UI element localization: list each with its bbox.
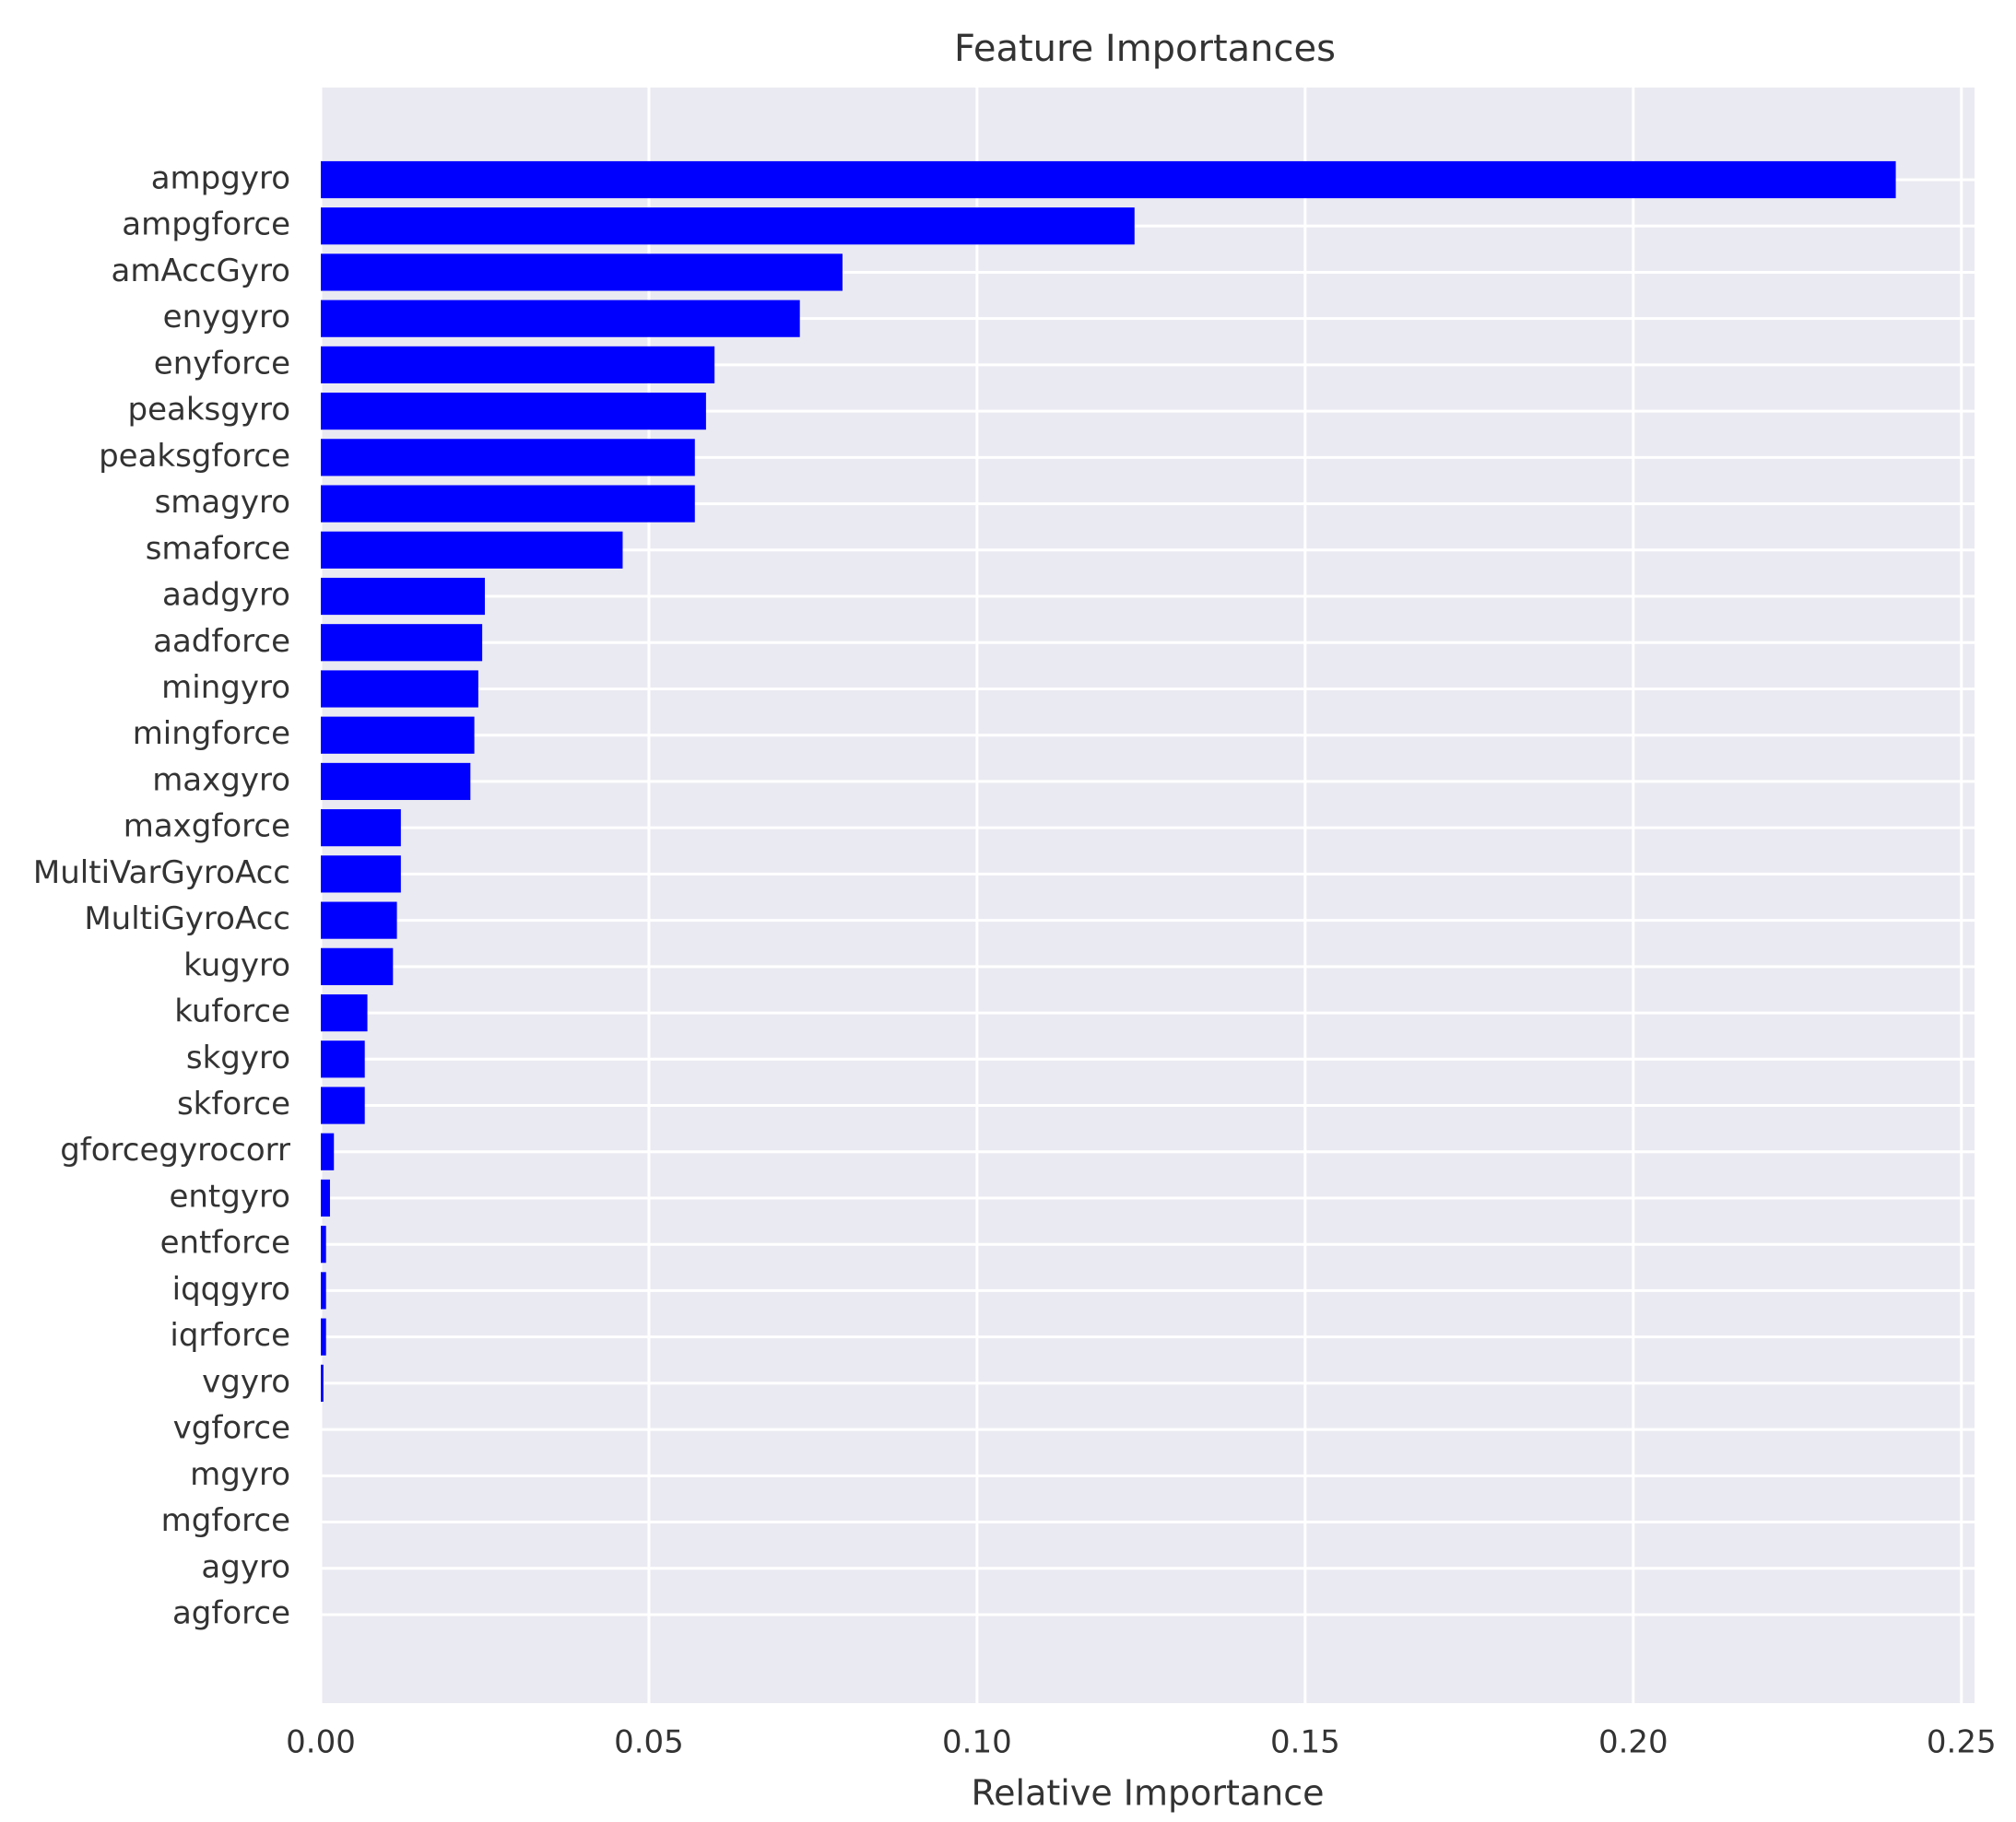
bar	[321, 300, 800, 337]
y-tick-label: mingyro	[161, 669, 290, 706]
bar	[321, 1040, 365, 1078]
bar	[321, 1087, 365, 1124]
y-tick-label: skforce	[177, 1086, 290, 1123]
bar	[321, 1318, 326, 1356]
bar	[321, 346, 715, 383]
bar	[321, 855, 401, 893]
x-axis-label: Relative Importance	[971, 1773, 1324, 1814]
bar	[321, 531, 623, 569]
y-tick-label: iqrforce	[170, 1317, 290, 1354]
y-tick-label: vgforce	[173, 1410, 290, 1447]
bar	[321, 1364, 324, 1402]
bar	[321, 485, 695, 523]
y-tick-label: agforce	[172, 1595, 290, 1632]
y-tick-label: ampgforce	[122, 206, 290, 243]
y-tick-label: amAccGyro	[111, 253, 290, 289]
y-tick-label: smaforce	[146, 530, 290, 567]
y-tick-label: maxgyro	[152, 761, 290, 798]
x-tick-label: 0.10	[942, 1724, 1012, 1761]
y-tick-label: maxgforce	[124, 808, 290, 845]
y-tick-label: ampgyro	[151, 160, 290, 197]
y-tick-label: agyro	[201, 1548, 290, 1585]
y-tick-label: MultiGyroAcc	[84, 900, 290, 937]
y-tick-label: enygyro	[163, 299, 290, 335]
bar	[321, 1179, 330, 1217]
bar	[321, 253, 843, 291]
bar	[321, 901, 397, 939]
bar	[321, 1226, 326, 1264]
bar	[321, 716, 475, 754]
y-tick-label: kuforce	[174, 993, 290, 1030]
x-tick-label: 0.25	[1927, 1724, 1997, 1761]
y-tick-label: vgyro	[202, 1363, 290, 1400]
y-tick-label: enyforce	[154, 345, 290, 382]
bar	[321, 577, 485, 616]
y-tick-label: aadforce	[153, 623, 290, 660]
y-tick-label: entforce	[160, 1225, 290, 1262]
bar	[321, 160, 1896, 199]
y-tick-label: entgyro	[169, 1178, 290, 1215]
x-tick-label: 0.00	[286, 1724, 356, 1761]
x-tick-label: 0.05	[614, 1724, 684, 1761]
y-tick-label: iqqgyro	[172, 1271, 290, 1308]
bar	[321, 1272, 326, 1310]
y-tick-label: kugyro	[183, 946, 290, 983]
y-tick-label: peaksgforce	[99, 438, 290, 475]
y-tick-label: gforcegyrocorr	[60, 1132, 290, 1169]
bar	[321, 947, 394, 985]
y-tick-label: mingforce	[133, 715, 290, 752]
x-tick-label: 0.15	[1270, 1724, 1340, 1761]
y-tick-label: skgyro	[186, 1040, 290, 1076]
x-tick-label: 0.20	[1598, 1724, 1668, 1761]
bar	[321, 993, 368, 1032]
bar	[321, 670, 478, 708]
y-tick-label: mgforce	[161, 1502, 290, 1539]
y-tick-label: aadgyro	[162, 577, 290, 614]
bar	[321, 809, 401, 847]
y-tick-label: smagyro	[155, 484, 290, 521]
chart-title: Feature Importances	[954, 28, 1336, 70]
bar	[321, 207, 1135, 245]
y-tick-label: peaksgyro	[128, 392, 290, 429]
y-tick-label: MultiVarGyroAcc	[33, 854, 290, 891]
bar	[321, 762, 471, 801]
y-tick-label: mgyro	[190, 1456, 290, 1493]
bar	[321, 1133, 335, 1170]
bar	[321, 624, 483, 662]
bar	[321, 393, 706, 430]
bar	[321, 439, 695, 476]
